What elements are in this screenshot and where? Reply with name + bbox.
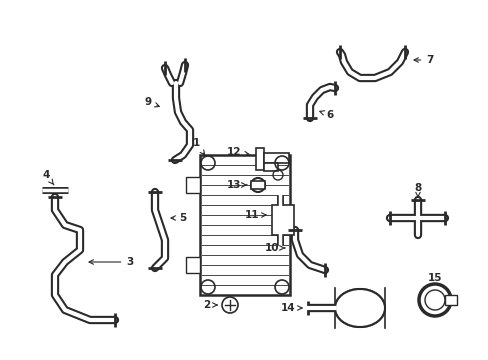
Text: 11: 11	[244, 210, 265, 220]
Text: 14: 14	[280, 303, 302, 313]
Text: 15: 15	[427, 273, 441, 283]
Text: 3: 3	[89, 257, 133, 267]
Bar	[264, 153, 288, 163]
Bar	[256, 148, 264, 170]
Text: 7: 7	[413, 55, 433, 65]
Text: 1: 1	[192, 138, 204, 155]
Text: 8: 8	[413, 183, 421, 197]
Ellipse shape	[334, 289, 384, 327]
Text: 10: 10	[264, 243, 284, 253]
Text: 6: 6	[319, 110, 333, 120]
Bar	[264, 163, 278, 171]
Bar	[185, 257, 200, 273]
Bar	[444, 295, 456, 305]
Text: 9: 9	[144, 97, 159, 107]
Bar	[185, 177, 200, 193]
Ellipse shape	[334, 289, 384, 327]
Bar	[271, 205, 293, 235]
Text: 2: 2	[203, 300, 217, 310]
Bar	[200, 155, 289, 295]
Text: 4: 4	[42, 170, 54, 185]
Text: 5: 5	[171, 213, 186, 223]
Text: 12: 12	[226, 147, 248, 157]
Bar	[250, 181, 264, 189]
Text: 13: 13	[226, 180, 246, 190]
